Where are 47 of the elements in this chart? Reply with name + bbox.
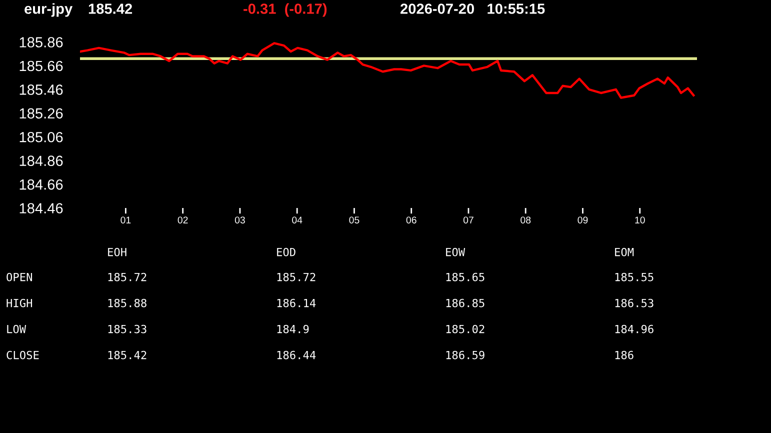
text: LOW bbox=[7, 324, 26, 334]
text: EOW bbox=[446, 248, 466, 256]
x-tick-label: 03 bbox=[234, 216, 245, 224]
x-tick-label: 08 bbox=[520, 216, 531, 224]
text: 185.55 bbox=[615, 272, 654, 282]
y-tick-label: 184.66 bbox=[20, 179, 63, 190]
text: OPEN bbox=[6, 272, 32, 282]
x-tick-label: 04 bbox=[292, 216, 302, 224]
text: 185.88 bbox=[108, 298, 146, 308]
text: 186.59 bbox=[446, 350, 484, 360]
x-tick-label: 06 bbox=[406, 216, 416, 224]
text: 185.33 bbox=[108, 324, 146, 334]
text: CLOSE bbox=[6, 350, 39, 360]
text: 184.9 bbox=[277, 324, 309, 334]
x-tick-label: 05 bbox=[349, 216, 360, 224]
y-tick-label: 185.66 bbox=[20, 60, 63, 72]
text: 185.65 bbox=[446, 272, 484, 282]
text: EOD bbox=[277, 248, 296, 256]
text: 186.44 bbox=[277, 350, 316, 360]
text: 185.42 bbox=[88, 4, 132, 14]
x-tick-label: 10 bbox=[635, 216, 645, 224]
x-tick-label: 07 bbox=[463, 216, 474, 224]
text: -0.31 (-0.17) bbox=[244, 3, 327, 17]
text: 185.02 bbox=[446, 324, 484, 334]
x-tick-label: 01 bbox=[120, 216, 131, 224]
text: HIGH bbox=[6, 298, 32, 308]
y-tick-label: 185.26 bbox=[20, 108, 63, 119]
chart-title: eur-jpy bbox=[24, 3, 73, 17]
text: 186.85 bbox=[446, 298, 484, 308]
text: 186 bbox=[615, 350, 634, 360]
text: 186.53 bbox=[615, 298, 654, 308]
text: 186.14 bbox=[277, 298, 316, 308]
text: 185.42 bbox=[108, 350, 146, 360]
line-series bbox=[80, 42, 695, 99]
y-tick-label: 185.86 bbox=[20, 37, 63, 48]
text: 184.96 bbox=[615, 324, 654, 334]
text: 2026-07-20 10:55:15 bbox=[400, 4, 545, 14]
text: 185.72 bbox=[108, 272, 146, 282]
x-tick-label: 02 bbox=[178, 216, 188, 224]
y-tick-label: 185.06 bbox=[20, 132, 63, 142]
y-tick-label: 184.86 bbox=[20, 156, 63, 166]
y-tick-label: 184.46 bbox=[20, 203, 63, 214]
x-tick-label: 09 bbox=[578, 216, 588, 224]
text: EOM bbox=[615, 248, 634, 256]
text: EOH bbox=[108, 248, 126, 256]
text: 185.72 bbox=[277, 272, 316, 282]
y-tick-label: 185.46 bbox=[20, 84, 63, 95]
